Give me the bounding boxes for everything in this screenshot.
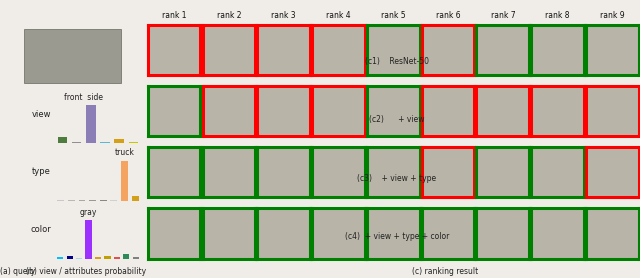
Bar (129, 142, 138, 143)
Text: view: view (31, 110, 51, 119)
Bar (57, 257, 63, 259)
Text: (c1)    ResNet-50: (c1) ResNet-50 (365, 57, 429, 66)
Bar (100, 200, 107, 201)
FancyBboxPatch shape (367, 208, 420, 259)
FancyBboxPatch shape (257, 147, 310, 197)
FancyBboxPatch shape (203, 25, 255, 75)
FancyBboxPatch shape (586, 147, 639, 197)
FancyBboxPatch shape (312, 25, 365, 75)
FancyBboxPatch shape (586, 25, 639, 75)
FancyBboxPatch shape (257, 208, 310, 259)
Bar (68, 200, 75, 201)
FancyBboxPatch shape (422, 208, 474, 259)
FancyBboxPatch shape (586, 208, 639, 259)
FancyBboxPatch shape (367, 25, 420, 75)
Text: (c) ranking result: (c) ranking result (412, 267, 478, 275)
FancyBboxPatch shape (148, 86, 200, 136)
FancyBboxPatch shape (203, 147, 255, 197)
FancyBboxPatch shape (257, 86, 310, 136)
FancyBboxPatch shape (531, 86, 584, 136)
Text: rank 4: rank 4 (326, 11, 351, 20)
Bar (111, 200, 117, 201)
FancyBboxPatch shape (476, 25, 529, 75)
FancyBboxPatch shape (531, 25, 584, 75)
Text: rank 3: rank 3 (271, 11, 296, 20)
FancyBboxPatch shape (148, 25, 200, 75)
FancyBboxPatch shape (422, 147, 474, 197)
Bar (104, 256, 111, 259)
FancyBboxPatch shape (531, 208, 584, 259)
Bar (58, 137, 67, 143)
FancyBboxPatch shape (367, 147, 420, 197)
Text: rank 5: rank 5 (381, 11, 406, 20)
Text: rank 9: rank 9 (600, 11, 625, 20)
FancyBboxPatch shape (24, 29, 121, 83)
Text: rank 7: rank 7 (490, 11, 515, 20)
Bar (89, 200, 96, 201)
FancyBboxPatch shape (257, 25, 310, 75)
FancyBboxPatch shape (312, 208, 365, 259)
Bar (114, 257, 120, 259)
Bar (132, 257, 139, 259)
Text: (c3)    + view + type: (c3) + view + type (357, 174, 436, 183)
Text: (c2)      + view: (c2) + view (369, 115, 424, 124)
Text: rank 1: rank 1 (162, 11, 186, 20)
Bar (115, 139, 124, 143)
Bar (76, 258, 82, 259)
Text: color: color (30, 225, 51, 234)
Bar (95, 257, 101, 259)
Bar (121, 161, 128, 201)
Bar (67, 256, 73, 259)
FancyBboxPatch shape (422, 86, 474, 136)
Text: rank 2: rank 2 (217, 11, 241, 20)
Bar (85, 220, 92, 259)
FancyBboxPatch shape (312, 147, 365, 197)
Text: (b) view / attributes probability: (b) view / attributes probability (26, 267, 147, 275)
Text: truck: truck (115, 148, 134, 157)
Bar (58, 200, 64, 201)
Text: rank 8: rank 8 (545, 11, 570, 20)
FancyBboxPatch shape (367, 86, 420, 136)
FancyBboxPatch shape (203, 86, 255, 136)
Text: front  side: front side (65, 93, 104, 102)
FancyBboxPatch shape (422, 25, 474, 75)
FancyBboxPatch shape (312, 86, 365, 136)
FancyBboxPatch shape (148, 147, 200, 197)
FancyBboxPatch shape (203, 208, 255, 259)
Bar (132, 197, 139, 201)
FancyBboxPatch shape (586, 86, 639, 136)
Bar (86, 105, 95, 143)
Text: (a) query: (a) query (0, 267, 36, 275)
Bar (124, 254, 129, 259)
FancyBboxPatch shape (148, 208, 200, 259)
Bar (72, 142, 81, 143)
FancyBboxPatch shape (476, 86, 529, 136)
FancyBboxPatch shape (476, 147, 529, 197)
Text: gray: gray (80, 208, 97, 217)
FancyBboxPatch shape (476, 208, 529, 259)
Text: type: type (32, 167, 51, 176)
FancyBboxPatch shape (531, 147, 584, 197)
Bar (100, 142, 109, 143)
Text: rank 6: rank 6 (436, 11, 460, 20)
Bar (79, 200, 86, 201)
Text: (c4)  + view + type + color: (c4) + view + type + color (344, 232, 449, 241)
